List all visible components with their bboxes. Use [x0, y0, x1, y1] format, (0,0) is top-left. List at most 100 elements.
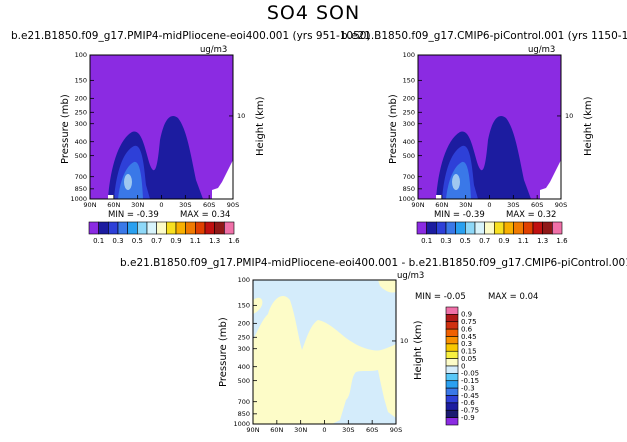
colorbar-3-swatch [445, 373, 459, 382]
colorbar-1-swatch [156, 221, 167, 235]
colorbar-2-label: 0.9 [498, 237, 509, 245]
colorbar-1-swatch [214, 221, 225, 235]
panel-1-max: MAX = 0.34 [180, 210, 231, 220]
colorbar-3-label: 0.9 [461, 311, 472, 319]
colorbar-2-swatch [513, 221, 524, 235]
colorbar-3-swatch [445, 417, 459, 426]
colorbar-3-label: 0.15 [461, 348, 477, 356]
colorbar-2-swatch [436, 221, 447, 235]
panel-3-xtick-label: 30S [342, 426, 354, 434]
colorbar-1-swatch [108, 221, 119, 235]
colorbar-1-label: 1.3 [209, 237, 220, 245]
panel-3-ytick-label: 300 [238, 345, 250, 353]
colorbar-1-label: 0.5 [132, 237, 143, 245]
panel-2-units: ug/m3 [528, 45, 556, 55]
panel-3-contour-cream-top [378, 280, 396, 293]
colorbar-1-label: 1.1 [190, 237, 201, 245]
panel-1-ytick-label: 300 [75, 120, 87, 128]
panel-3-xtick-label: 60S [366, 426, 378, 434]
panel-3-xtick-label: 30N [294, 426, 307, 434]
colorbar-3-swatch [445, 387, 459, 396]
panel-3-plot [252, 279, 397, 425]
panel-2-xtick-label: 60N [435, 201, 448, 209]
colorbar-3-swatch [445, 321, 459, 330]
panel-1-ytick-label: 200 [75, 95, 87, 103]
panel-1-masked-ground [212, 160, 233, 199]
panel-3-contour-cream [253, 295, 396, 424]
panel-2-ytick-label: 500 [403, 152, 415, 160]
panel-1-min: MIN = -0.39 [108, 210, 159, 220]
panel-1-ytick-label: 700 [75, 173, 87, 181]
panel-3-ytick-label: 400 [238, 363, 250, 371]
panel-2-xtick-label: 0 [487, 201, 491, 209]
panel-2-right-tick-label: 10 [565, 112, 573, 120]
panel-3-ytick-label: 1000 [233, 420, 250, 428]
colorbar-2-swatch [484, 221, 495, 235]
panel-1-plot [89, 54, 234, 200]
colorbar-2-swatch [542, 221, 553, 235]
colorbar-2-swatch [445, 221, 456, 235]
panel-1-ytick-label: 400 [75, 138, 87, 146]
panel-2-xtick-label: 30S [507, 201, 519, 209]
colorbar-1-swatch [224, 221, 235, 235]
panel-3-xtick-label: 90N [246, 426, 259, 434]
colorbar-1-label: 0.9 [170, 237, 181, 245]
panel-1-ytick-label: 100 [75, 51, 87, 59]
colorbar-1-label: 1.6 [228, 237, 240, 245]
panel-3-min: MIN = -0.05 [415, 292, 466, 302]
colorbar-3-swatch [445, 306, 459, 315]
panel-3-ytick-label: 500 [238, 377, 250, 385]
colorbar-3-label: -0.9 [461, 414, 475, 422]
colorbar-3-label: 0.05 [461, 355, 477, 363]
colorbar-2-swatch [426, 221, 437, 235]
panel-1-masked-ground-left [108, 195, 114, 199]
panel-3-ytick-label: 100 [238, 276, 250, 284]
colorbar-1-swatch [127, 221, 138, 235]
colorbars-layer: 0.1 0.3 0.5 0.7 0.9 1.1 1.3 1.6 0.1 0.3 0.5 0.7 0.9 1… [88, 221, 568, 426]
colorbar-3-swatch [445, 350, 459, 359]
colorbar-2-swatch [494, 221, 505, 235]
panel-1-xtick-label: 60S [203, 201, 215, 209]
colorbar-2-swatch [523, 221, 534, 235]
colorbar-2-label: 0.5 [460, 237, 471, 245]
colorbar-2-label: 0.1 [421, 237, 432, 245]
panel-1-ytick-label: 500 [75, 152, 87, 160]
colorbar-3-swatch [445, 314, 459, 323]
panel-2-masked-ground-left [436, 195, 442, 199]
colorbar-3-swatch [445, 402, 459, 411]
colorbar-2-swatch [416, 221, 427, 235]
panel-2-xtick-label: 90N [411, 201, 424, 209]
panel-1-xtick-label: 90N [83, 201, 96, 209]
colorbar-3-label: -0.45 [461, 392, 479, 400]
colorbar-1-swatch [195, 221, 206, 235]
colorbar-3-label: 0.45 [461, 333, 477, 341]
colorbar-3-swatch [445, 328, 459, 337]
panel-3-max: MAX = 0.04 [488, 292, 539, 302]
panel-1-xtick-label: 30N [131, 201, 144, 209]
panel-2-ytick-label: 200 [403, 95, 415, 103]
panel-2-ytick-label: 250 [403, 109, 415, 117]
panel-1-units: ug/m3 [200, 45, 228, 55]
panel-2-ytick-label: 100 [403, 51, 415, 59]
panel-2-ytick-label: 300 [403, 120, 415, 128]
colorbar-3-swatch [445, 380, 459, 389]
colorbar-2-label: 0.3 [440, 237, 451, 245]
panel-1-contour-core [124, 174, 132, 190]
colorbar-2-label: 1.1 [518, 237, 529, 245]
panel-1-xtick-label: 0 [159, 201, 163, 209]
colorbar-1-swatch [185, 221, 196, 235]
colorbar-3-swatch [445, 343, 459, 352]
panel-3-ytick-label: 200 [238, 320, 250, 328]
panel-1-ytick-label: 1000 [70, 195, 87, 203]
panel-3-ytick-label: 850 [238, 410, 250, 418]
panel-3-contour-cream-left [253, 297, 263, 314]
colorbar-3-label: -0.6 [461, 399, 475, 407]
colorbar-1-swatch [88, 221, 99, 235]
colorbar-1-label: 0.1 [93, 237, 104, 245]
panel-2-masked-ground [540, 160, 561, 199]
colorbar-1-swatch [137, 221, 148, 235]
colorbar-3-swatch [445, 358, 459, 367]
colorbar-1-label: 0.7 [151, 237, 162, 245]
